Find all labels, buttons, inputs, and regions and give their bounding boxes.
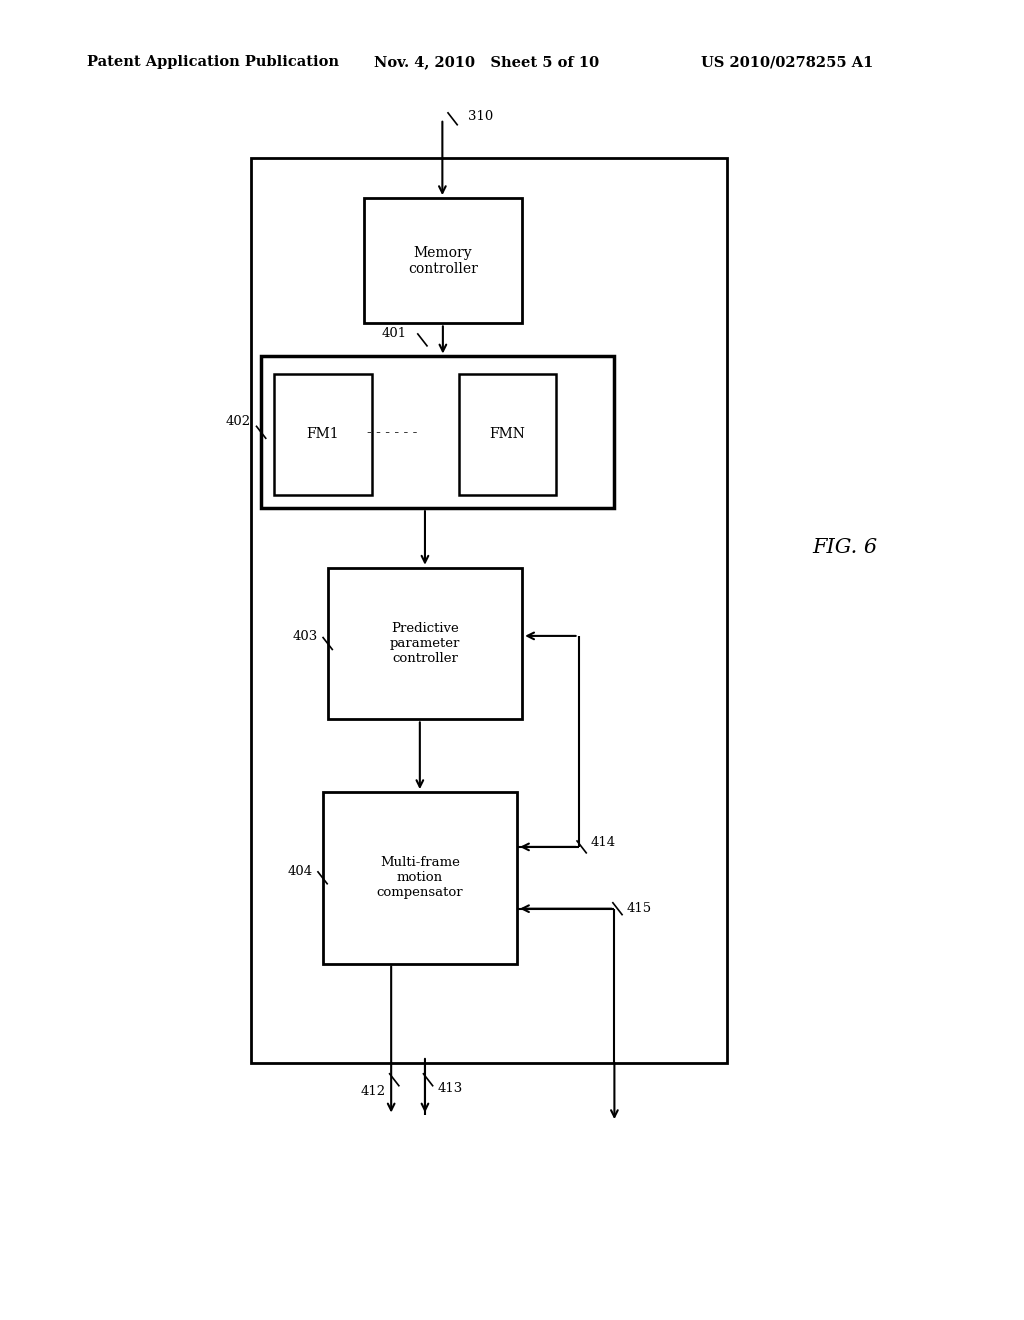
Bar bbox=[364, 198, 522, 323]
Text: FMN: FMN bbox=[489, 428, 525, 441]
Text: 413: 413 bbox=[437, 1082, 463, 1096]
Bar bbox=[323, 792, 517, 964]
Text: FIG. 6: FIG. 6 bbox=[812, 539, 878, 557]
Text: 403: 403 bbox=[292, 631, 317, 643]
Text: US 2010/0278255 A1: US 2010/0278255 A1 bbox=[701, 55, 873, 70]
Text: 401: 401 bbox=[382, 327, 407, 339]
Text: 412: 412 bbox=[360, 1085, 386, 1098]
Text: Multi-frame
motion
compensator: Multi-frame motion compensator bbox=[377, 857, 463, 899]
Text: 415: 415 bbox=[627, 902, 652, 915]
Text: Nov. 4, 2010   Sheet 5 of 10: Nov. 4, 2010 Sheet 5 of 10 bbox=[374, 55, 599, 70]
Text: - - - - - -: - - - - - - bbox=[367, 426, 418, 440]
Text: Memory
controller: Memory controller bbox=[408, 246, 478, 276]
Bar bbox=[261, 356, 614, 508]
Bar bbox=[328, 568, 522, 719]
Text: 310: 310 bbox=[468, 110, 494, 123]
Bar bbox=[274, 374, 372, 495]
Bar bbox=[251, 158, 727, 1063]
Text: 404: 404 bbox=[287, 865, 312, 878]
Bar bbox=[459, 374, 556, 495]
Text: Predictive
parameter
controller: Predictive parameter controller bbox=[390, 622, 460, 665]
Text: 414: 414 bbox=[591, 837, 616, 850]
Text: 402: 402 bbox=[225, 416, 251, 428]
Text: FM1: FM1 bbox=[307, 428, 339, 441]
Text: Patent Application Publication: Patent Application Publication bbox=[87, 55, 339, 70]
